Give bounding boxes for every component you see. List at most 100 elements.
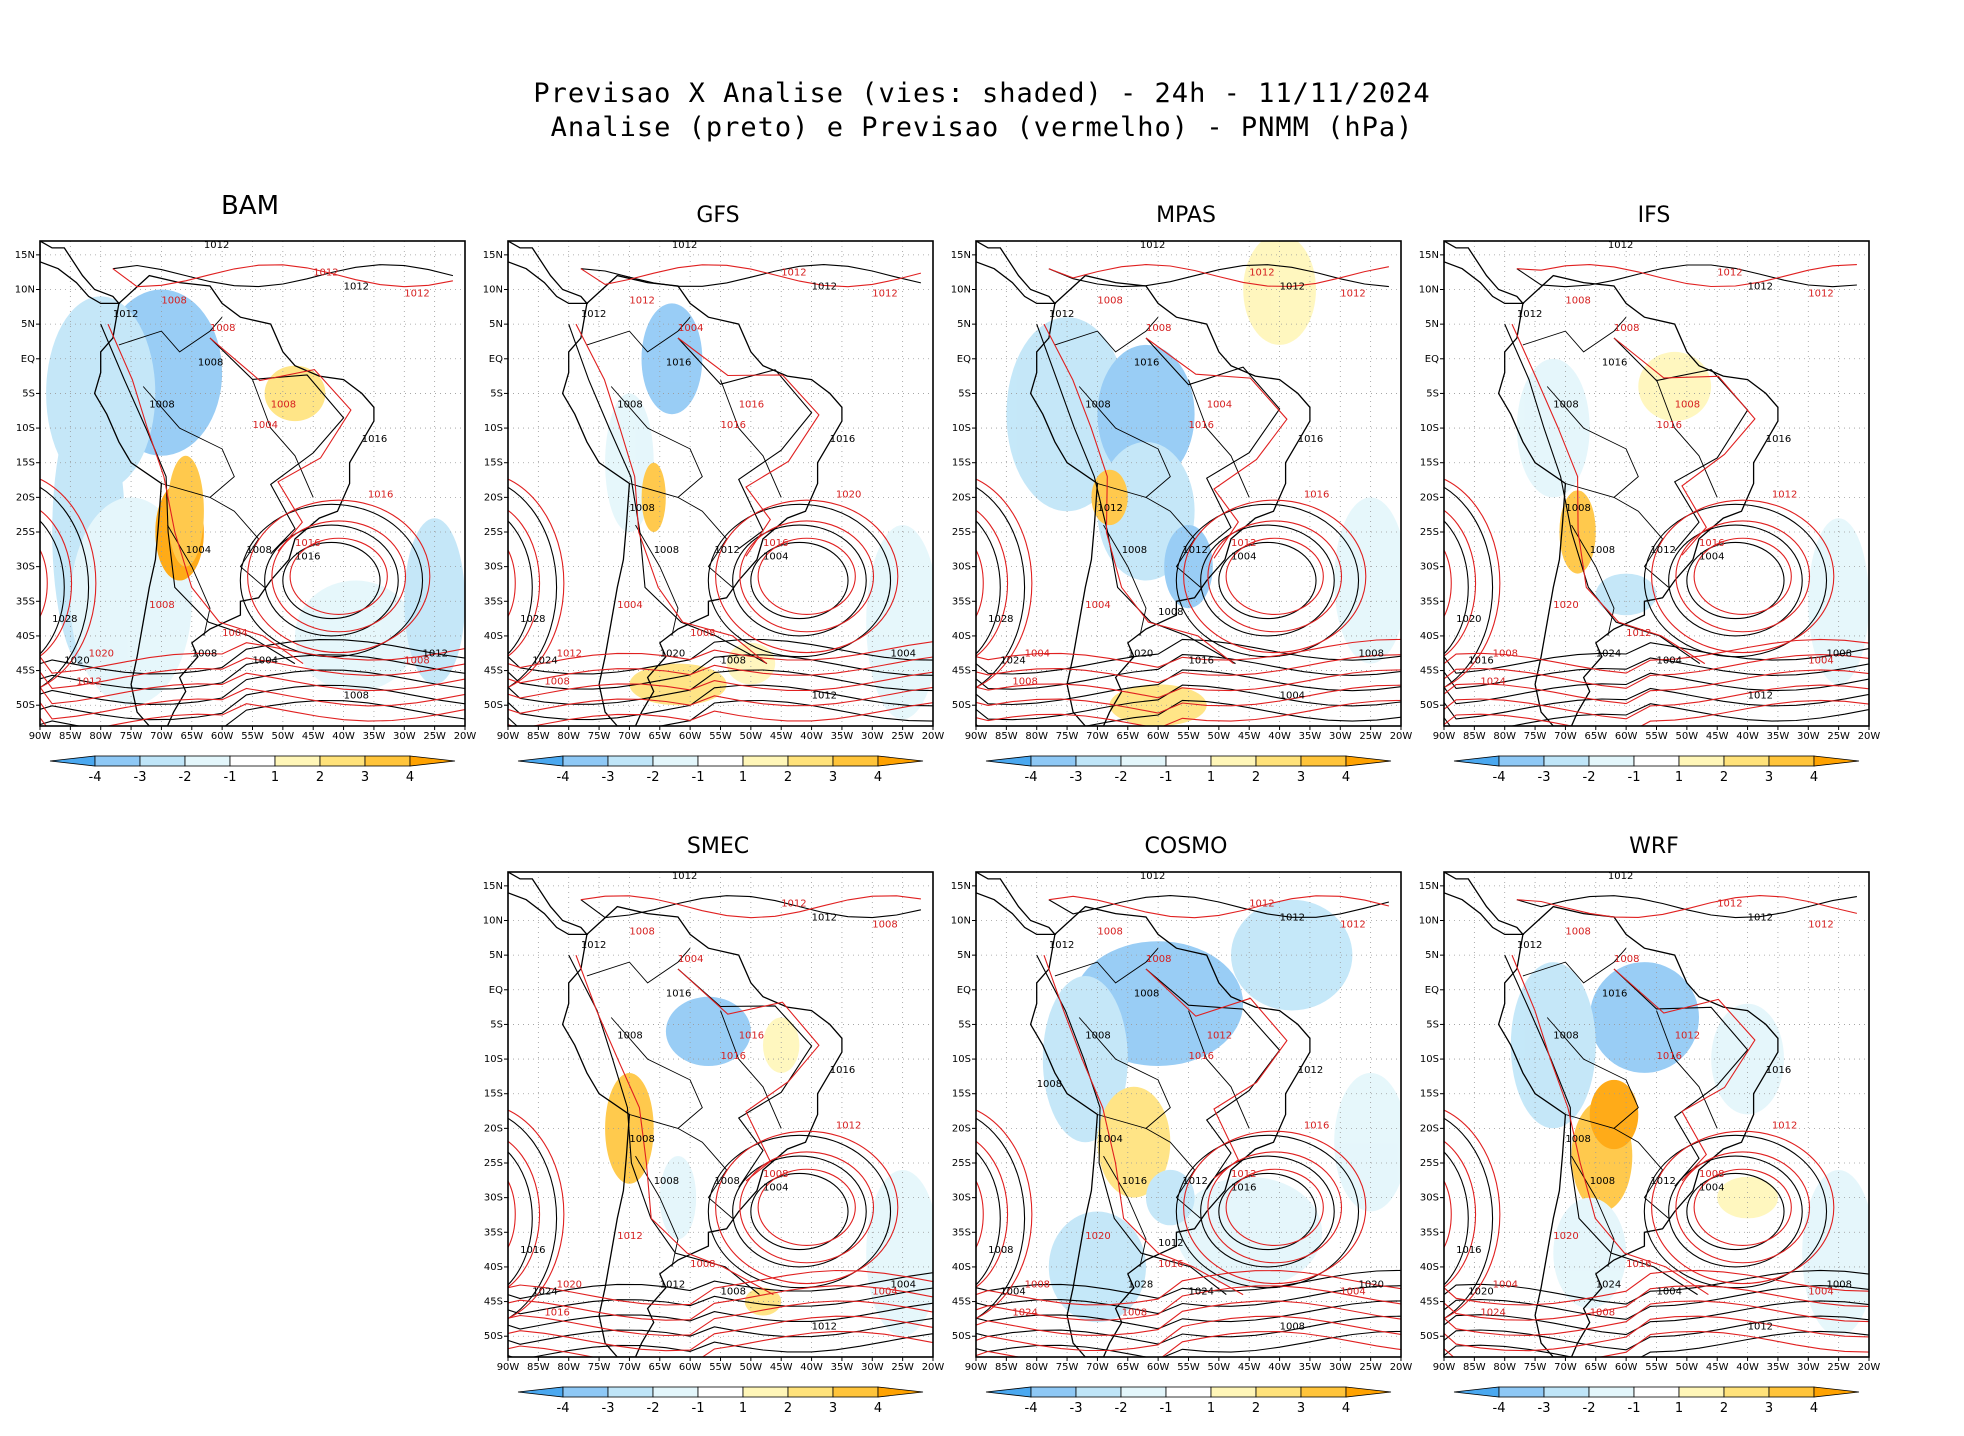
country-borders — [1522, 316, 1718, 636]
isobar-label-red: 1024 — [1480, 676, 1505, 687]
isobar — [1516, 895, 1857, 919]
isobar-label-black: 1012 — [1140, 240, 1165, 251]
isobar-label-black: 1012 — [1608, 871, 1633, 882]
isobar-label-black: 1020 — [1468, 1287, 1493, 1298]
lon-label: 75W — [120, 731, 143, 742]
isobar — [40, 684, 465, 721]
lon-label: 75W — [1056, 1362, 1079, 1373]
isobar-label-black: 1012 — [672, 871, 697, 882]
isobar-label-black: 1024 — [1000, 656, 1025, 667]
isobar-label-black: 1012 — [812, 913, 837, 924]
lat-label: 20S — [484, 492, 503, 503]
isobar — [1444, 1140, 1477, 1288]
isobar — [40, 672, 465, 705]
isobar — [1183, 499, 1367, 654]
isobar — [107, 323, 304, 665]
lat-label: 50S — [952, 1331, 971, 1342]
isobar-label-red: 1004 — [1085, 600, 1110, 611]
isobar — [1686, 1172, 1785, 1251]
analysis-isobars — [1444, 264, 1869, 726]
border — [1565, 1114, 1669, 1219]
isobar — [1444, 1315, 1869, 1352]
isobar-label-black: 1020 — [1128, 649, 1153, 660]
isobar-label-red: 1016 — [1304, 489, 1329, 500]
map-body: 1012 1012 1012 1008 1016 1016 1004 1008 1012 1028… — [976, 240, 1401, 726]
lon-label: 80W — [557, 731, 580, 742]
isobar-label-red: 1012 — [1249, 899, 1274, 910]
isobar — [1145, 337, 1288, 559]
isobar-label-black: 1024 — [1596, 649, 1621, 660]
bias-area — [763, 1017, 800, 1073]
isobar-label-black: 1028 — [988, 614, 1013, 625]
isobar — [1613, 337, 1749, 552]
lon-label: 50W — [1208, 731, 1231, 742]
isobar — [1444, 1151, 1469, 1286]
bias-area — [866, 1170, 933, 1337]
isobar-label-black: 1012 — [1280, 282, 1305, 293]
bias-area — [1589, 962, 1699, 1073]
lon-label: 70W — [1554, 731, 1577, 742]
isobar — [508, 699, 933, 726]
colorbar-segment — [1633, 755, 1680, 767]
isobar — [508, 1315, 933, 1352]
lon-label: 20W — [1858, 1362, 1881, 1373]
isobar — [1444, 687, 1869, 720]
border — [252, 379, 314, 498]
isobar-label-black: 1016 — [666, 989, 691, 1000]
lon-label: 65W — [1116, 1362, 1139, 1373]
isobar — [739, 1151, 875, 1264]
border — [720, 379, 782, 498]
isobar-label-black: 1016 — [1456, 1245, 1481, 1256]
lat-label: 10N — [15, 285, 35, 296]
colorbar-segment — [229, 755, 276, 767]
colorbar-segment — [274, 755, 321, 767]
lat-label: 20S — [1420, 492, 1439, 503]
colorbar-label: 2 — [1252, 770, 1260, 785]
isobar — [677, 968, 820, 1182]
lat-label: 20S — [952, 492, 971, 503]
isobar — [1511, 954, 1709, 1296]
isobar-label-black: 1024 — [1189, 1287, 1214, 1298]
isobar-label-red: 1004 — [1808, 656, 1833, 667]
isobar-label-red: 1008 — [629, 926, 654, 937]
isobar-label-black: 1008 — [654, 1176, 679, 1187]
isobar-label-black: 1004 — [1097, 1134, 1122, 1145]
colorbar-label: 2 — [1720, 1401, 1728, 1416]
lat-label: 15S — [952, 458, 971, 469]
lon-label: 20W — [1858, 731, 1881, 742]
colorbar-label: -3 — [1070, 1401, 1083, 1416]
lat-label: 5S — [1426, 1019, 1439, 1030]
lat-label: 45S — [484, 666, 503, 677]
isobar-label-red: 1016 — [739, 1030, 764, 1041]
lon-label: 45W — [770, 1362, 793, 1373]
isobar — [1225, 1168, 1324, 1246]
lat-label: 35S — [1420, 1227, 1439, 1238]
isobar-label-black: 1008 — [1122, 545, 1147, 556]
isobar — [1511, 323, 1706, 665]
lat-label: 25S — [952, 1158, 971, 1169]
isobar — [1613, 968, 1749, 1187]
forecast-isobars — [508, 895, 933, 1357]
lat-label: 30S — [484, 1193, 503, 1204]
isobar-label-red: 1012 — [781, 899, 806, 910]
isobar-label-black: 1016 — [1134, 358, 1159, 369]
analysis-isobars — [1444, 895, 1869, 1357]
isobar-label-red: 1012 — [313, 268, 338, 279]
isobar-label-red: 1008 — [210, 323, 235, 334]
isobar-label-red: 1012 — [1340, 919, 1365, 930]
isobar — [1516, 264, 1857, 288]
colorbar-arrow-left — [1453, 755, 1500, 767]
map-gfs: 1012 1012 1012 1008 1016 1016 1004 1008 1012 1028… — [483, 240, 944, 785]
isobar-label-red: 1012 — [872, 288, 897, 299]
colorbar-arrow-left — [49, 755, 96, 767]
forecast-isobars — [1444, 264, 1869, 726]
panel-mpas: MPAS 1012 1012 1012 1008 1016 1016 1004 1008 1012… — [951, 203, 1413, 785]
lon-label: 40W — [1268, 731, 1291, 742]
isobar-label-black: 1012 — [1158, 1238, 1183, 1249]
isobar — [508, 1333, 933, 1357]
colorbar-segment — [1543, 755, 1590, 767]
isobar-label-black: 1008 — [149, 399, 174, 410]
lon-label: 40W — [332, 731, 355, 742]
isobar-label-black: 1008 — [714, 1176, 739, 1187]
